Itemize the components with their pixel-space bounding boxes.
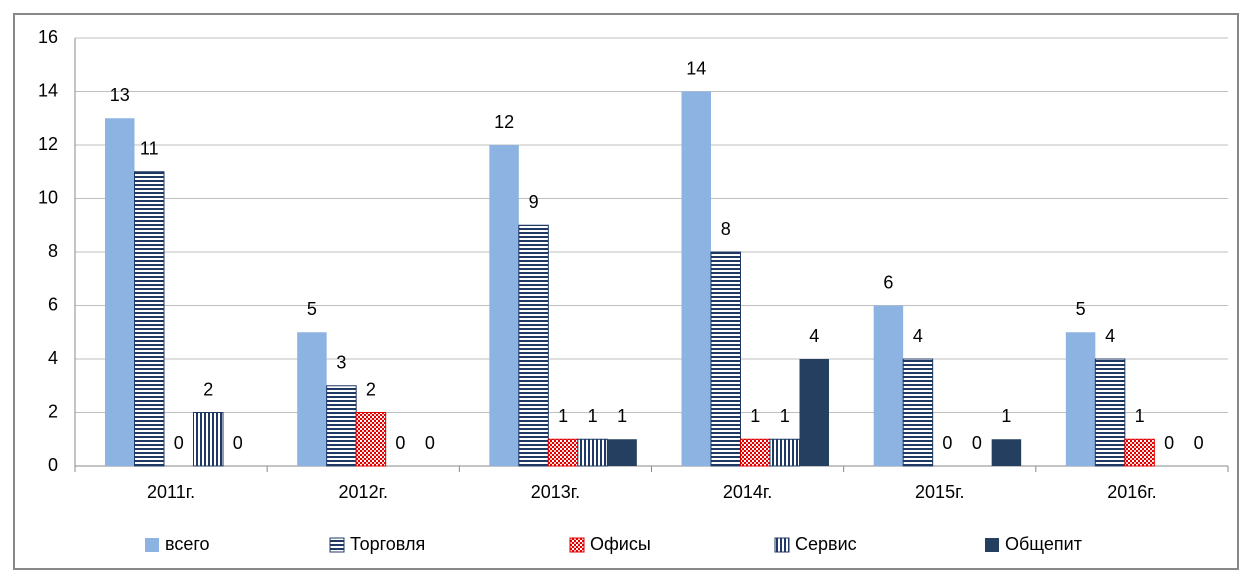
bar [681, 91, 711, 466]
data-label: 0 [395, 433, 405, 453]
x-tick-label: 2013г. [531, 482, 580, 502]
bar [740, 438, 771, 467]
data-label: 0 [1164, 433, 1174, 453]
data-label: 1 [588, 406, 598, 426]
data-label: 6 [883, 272, 893, 292]
bar [326, 385, 357, 467]
bar [991, 439, 1022, 466]
legend-label: Торговля [350, 534, 425, 554]
bar [769, 438, 800, 467]
data-label: 5 [307, 299, 317, 319]
x-tick-label: 2016г. [1107, 482, 1156, 502]
data-label: 0 [942, 433, 952, 453]
data-label: 3 [336, 353, 346, 373]
bar [1094, 358, 1126, 467]
bar [902, 358, 934, 467]
legend-label: Сервис [795, 534, 857, 554]
data-label: 4 [1105, 326, 1115, 346]
x-tick-label: 2011г. [147, 482, 195, 502]
bar [547, 438, 579, 467]
y-tick-label: 10 [38, 187, 58, 207]
x-tick-label: 2015г. [915, 482, 964, 502]
data-label: 0 [233, 433, 243, 453]
data-label: 1 [617, 406, 627, 426]
x-tick-label: 2014г. [723, 482, 772, 502]
data-label: 13 [110, 85, 130, 105]
data-label: 5 [1076, 299, 1086, 319]
bar [577, 438, 608, 467]
data-label: 1 [1001, 406, 1011, 426]
bar [193, 412, 224, 467]
data-label: 2 [366, 379, 376, 399]
data-label: 4 [913, 326, 923, 346]
legend-label: Общепит [1005, 534, 1082, 554]
y-tick-label: 14 [38, 80, 58, 100]
data-label: 0 [174, 433, 184, 453]
data-label: 1 [558, 406, 568, 426]
bar [1124, 438, 1155, 467]
data-label: 11 [140, 139, 159, 159]
data-label: 9 [529, 192, 539, 212]
data-label: 1 [1135, 406, 1145, 426]
bar [105, 118, 135, 466]
legend-label: всего [165, 534, 210, 554]
legend-swatch [145, 538, 159, 552]
data-label: 4 [809, 326, 819, 346]
legend-swatch [569, 537, 585, 553]
x-tick-label: 2012г. [339, 482, 388, 502]
bar [799, 359, 829, 466]
bar [710, 251, 741, 467]
data-label: 0 [1194, 433, 1204, 453]
y-tick-label: 16 [38, 27, 58, 47]
legend-swatch [329, 537, 345, 553]
bar [297, 332, 327, 466]
data-label: 1 [750, 406, 760, 426]
y-tick-label: 4 [48, 348, 58, 368]
bar [489, 145, 519, 466]
y-tick-label: 0 [48, 455, 58, 475]
bar [518, 224, 549, 467]
y-tick-label: 12 [38, 134, 58, 154]
chart-frame [13, 13, 1239, 570]
y-tick-label: 8 [48, 241, 58, 261]
bar [134, 171, 165, 467]
data-label: 1 [780, 406, 790, 426]
legend-swatch [774, 537, 790, 553]
bar [607, 439, 637, 466]
data-label: 0 [972, 433, 982, 453]
y-tick-label: 2 [48, 401, 58, 421]
y-tick-label: 6 [48, 294, 58, 314]
data-label: 2 [203, 379, 213, 399]
bar [873, 305, 904, 466]
bar [1065, 332, 1096, 466]
data-label: 0 [425, 433, 435, 453]
legend-label: Офисы [590, 534, 651, 554]
data-label: 14 [686, 58, 706, 78]
data-label: 8 [721, 219, 731, 239]
bar [355, 412, 387, 467]
legend-swatch [985, 538, 999, 552]
data-label: 12 [494, 112, 514, 132]
